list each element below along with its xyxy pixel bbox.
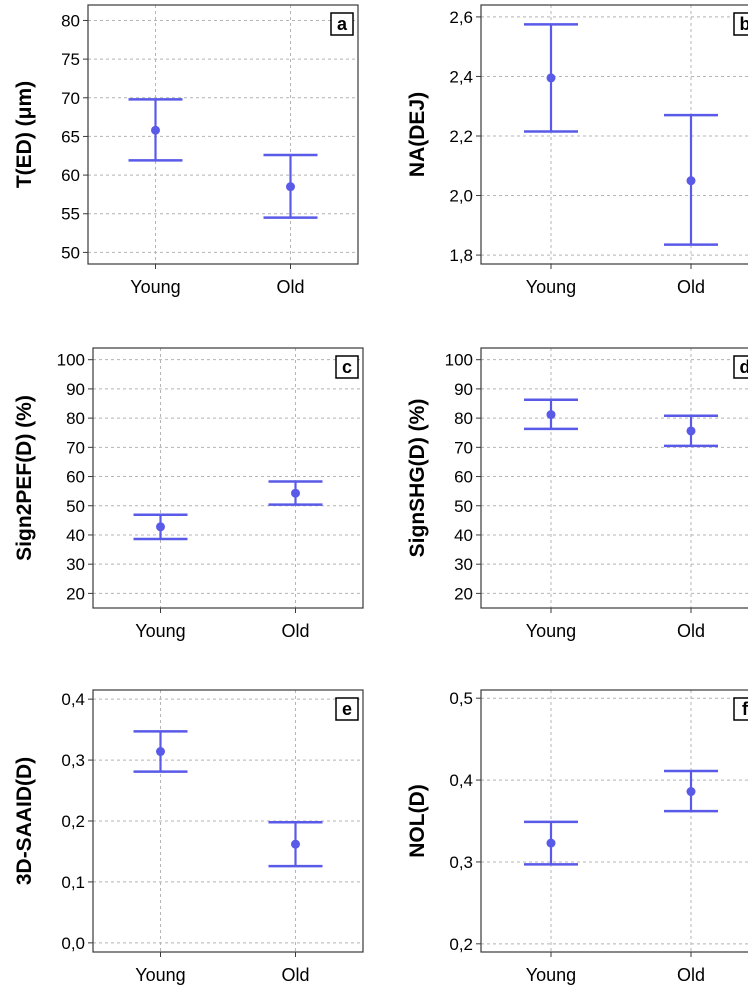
panel-letter-box: [733, 697, 748, 721]
plot-frame: [480, 4, 748, 265]
panel-letter-box: [733, 355, 748, 379]
plot-frame: [480, 689, 748, 953]
y-tick-label: 30: [66, 555, 85, 574]
y-tick-label: 90: [454, 380, 473, 399]
y-tick-label: 40: [66, 526, 85, 545]
mean-point: [291, 839, 300, 849]
mean-point: [546, 410, 556, 420]
panel-letter: a: [337, 14, 348, 34]
y-tick-label: 0,4: [449, 771, 473, 790]
y-axis-title: SignSHG(D) (%): [406, 399, 429, 558]
y-axis-title: Sign2PEF(D) (%): [13, 395, 36, 561]
y-axis-title: NA(DEJ): [406, 92, 429, 177]
x-tick-label: Young: [526, 621, 576, 641]
y-tick-label: 2,2: [449, 127, 473, 146]
y-tick-label: 0,2: [449, 935, 473, 954]
chart-panel-a: 50 55 60 65 70 75 80 Young Old T(ED) (μm) a: [13, 4, 359, 297]
plot-frame: [480, 347, 748, 609]
y-tick-label: 30: [454, 555, 473, 574]
y-tick-label: 75: [61, 50, 80, 69]
panel-letter-box: [335, 697, 359, 721]
y-tick-label: 60: [66, 468, 85, 487]
panel-letter-box: [335, 355, 359, 379]
y-tick-label: 50: [454, 497, 473, 516]
x-tick-label: Old: [677, 621, 705, 641]
y-tick-label: 0,4: [61, 690, 85, 709]
x-tick-label: Young: [526, 277, 576, 297]
chart-panel-c: 20 30 40 50 60 70 80 90 100 Young Old Sign2PEF(D) (…: [13, 347, 364, 641]
panel-letter-box: [330, 12, 354, 36]
chart-panel-e: 0,0 0,1 0,2 0,3 0,4 Young Old 3D-SAAID(D) e: [13, 689, 364, 985]
y-tick-label: 2,4: [449, 67, 473, 86]
y-tick-label: 70: [66, 438, 85, 457]
y-axis-title: NOL(D): [406, 784, 429, 857]
y-tick-label: 0,3: [449, 853, 473, 872]
y-tick-label: 100: [57, 351, 85, 370]
y-tick-label: 80: [454, 409, 473, 428]
y-tick-label: 20: [454, 584, 473, 603]
mean-point: [286, 182, 295, 192]
y-tick-label: 50: [66, 497, 85, 516]
chart-panel-b: 1,8 2,0 2,2 2,4 2,6 Young Old NA(DEJ) b: [406, 4, 748, 297]
y-tick-label: 1,8: [449, 246, 473, 265]
y-axis-title: T(ED) (μm): [13, 81, 36, 188]
y-tick-label: 100: [445, 351, 473, 370]
y-tick-label: 60: [61, 166, 80, 185]
y-tick-label: 2,6: [449, 8, 473, 27]
y-tick-label: 55: [61, 205, 80, 224]
mean-point: [156, 747, 165, 757]
y-tick-label: 0,5: [449, 689, 473, 708]
panel-letter: d: [740, 357, 748, 377]
mean-point: [546, 73, 556, 83]
x-tick-label: Young: [135, 965, 185, 985]
y-tick-label: 65: [61, 127, 80, 146]
plot-frame: [87, 4, 359, 265]
y-tick-label: 70: [454, 438, 473, 457]
y-tick-label: 0,1: [61, 873, 85, 892]
mean-point: [686, 787, 696, 797]
y-tick-label: 70: [61, 89, 80, 108]
mean-point: [151, 125, 160, 135]
mean-point: [291, 488, 300, 498]
panel-letter-box: [733, 12, 748, 36]
y-tick-label: 20: [66, 584, 85, 603]
y-tick-label: 50: [61, 243, 80, 262]
y-tick-label: 80: [61, 11, 80, 30]
y-tick-label: 0,3: [61, 751, 85, 770]
y-axis-title: 3D-SAAID(D): [13, 757, 36, 885]
panel-letter: e: [342, 699, 352, 719]
x-tick-label: Old: [281, 965, 309, 985]
x-tick-label: Old: [677, 965, 705, 985]
x-tick-label: Old: [281, 621, 309, 641]
plot-frame: [92, 347, 364, 609]
panel-letter: f: [742, 699, 748, 719]
x-tick-label: Old: [677, 277, 705, 297]
y-tick-label: 0,2: [61, 812, 85, 831]
y-tick-label: 80: [66, 409, 85, 428]
x-tick-label: Young: [526, 965, 576, 985]
x-tick-label: Young: [135, 621, 185, 641]
y-tick-label: 0,0: [61, 934, 85, 953]
mean-point: [686, 176, 696, 186]
chart-panel-d: 20 30 40 50 60 70 80 90 100 Young Old SignSHG(D) (%…: [406, 347, 748, 641]
mean-point: [156, 522, 165, 532]
panel-letter: c: [342, 357, 352, 377]
x-tick-label: Young: [130, 277, 180, 297]
y-tick-label: 2,0: [449, 187, 473, 206]
y-tick-label: 90: [66, 380, 85, 399]
y-tick-label: 60: [454, 468, 473, 487]
mean-point: [686, 426, 696, 436]
chart-panel-f: 0,2 0,3 0,4 0,5 Young Old NOL(D) f: [406, 689, 748, 985]
mean-point: [546, 838, 556, 848]
x-tick-label: Old: [276, 277, 304, 297]
y-tick-label: 40: [454, 526, 473, 545]
panel-letter: b: [740, 14, 748, 34]
